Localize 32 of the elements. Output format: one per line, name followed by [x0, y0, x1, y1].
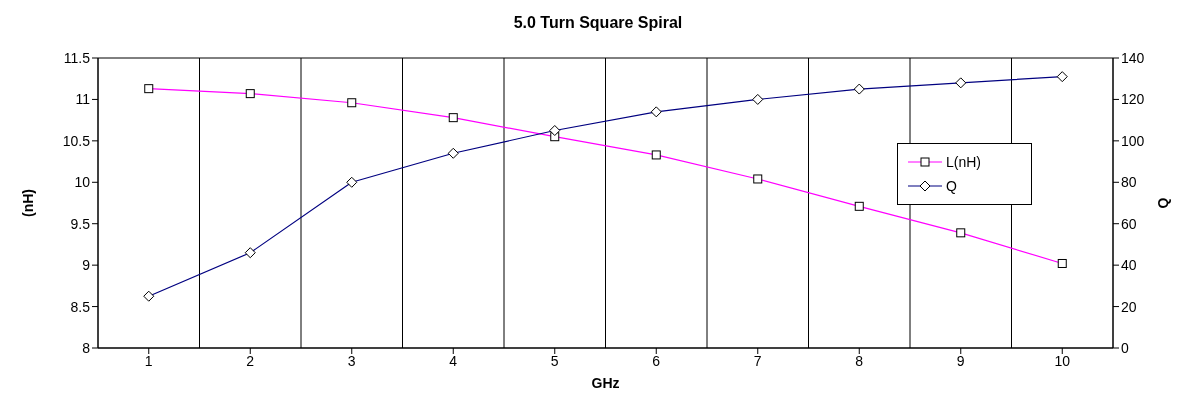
y-tick-label: 9 [82, 257, 91, 274]
x-tick-label: 2 [246, 352, 255, 369]
x-axis-title: GHz [591, 375, 620, 391]
y2-tick-label: 80 [1121, 174, 1137, 191]
x-tick-label: 4 [449, 352, 458, 369]
x-tick-label: 8 [855, 352, 864, 369]
legend-label: Q [946, 178, 957, 194]
y-tick-label: 8 [82, 339, 91, 356]
y2-axis-title: Q [1154, 197, 1171, 209]
y-axis-title: (nH) [19, 189, 36, 217]
x-tick-label: 7 [753, 352, 762, 369]
y2-tick-label: 40 [1121, 257, 1137, 274]
x-tick-label: 5 [550, 352, 559, 369]
y2-tick-label: 60 [1121, 215, 1137, 232]
y-tick-label: 10 [74, 174, 91, 191]
x-tick-label: 3 [347, 352, 356, 369]
x-tick-label: 6 [652, 352, 661, 369]
x-tick-label: 9 [956, 352, 965, 369]
x-tick-label: 1 [144, 352, 153, 369]
y-tick-label: 11.5 [63, 49, 91, 66]
y2-tick-label: 0 [1121, 339, 1129, 356]
y2-tick-label: 100 [1121, 132, 1145, 149]
y-tick-label: 10.5 [62, 132, 91, 149]
y2-tick-label: 140 [1121, 49, 1145, 66]
y-tick-label: 8.5 [70, 298, 91, 315]
y2-tick-label: 120 [1121, 91, 1145, 108]
legend-label: L(nH) [946, 154, 982, 170]
y2-tick-label: 20 [1121, 298, 1137, 315]
y-tick-label: 11 [75, 91, 91, 108]
y-tick-label: 9.5 [70, 215, 91, 232]
x-tick-label: 10 [1054, 352, 1071, 369]
chart-title: 5.0 Turn Square Spiral [512, 13, 684, 33]
